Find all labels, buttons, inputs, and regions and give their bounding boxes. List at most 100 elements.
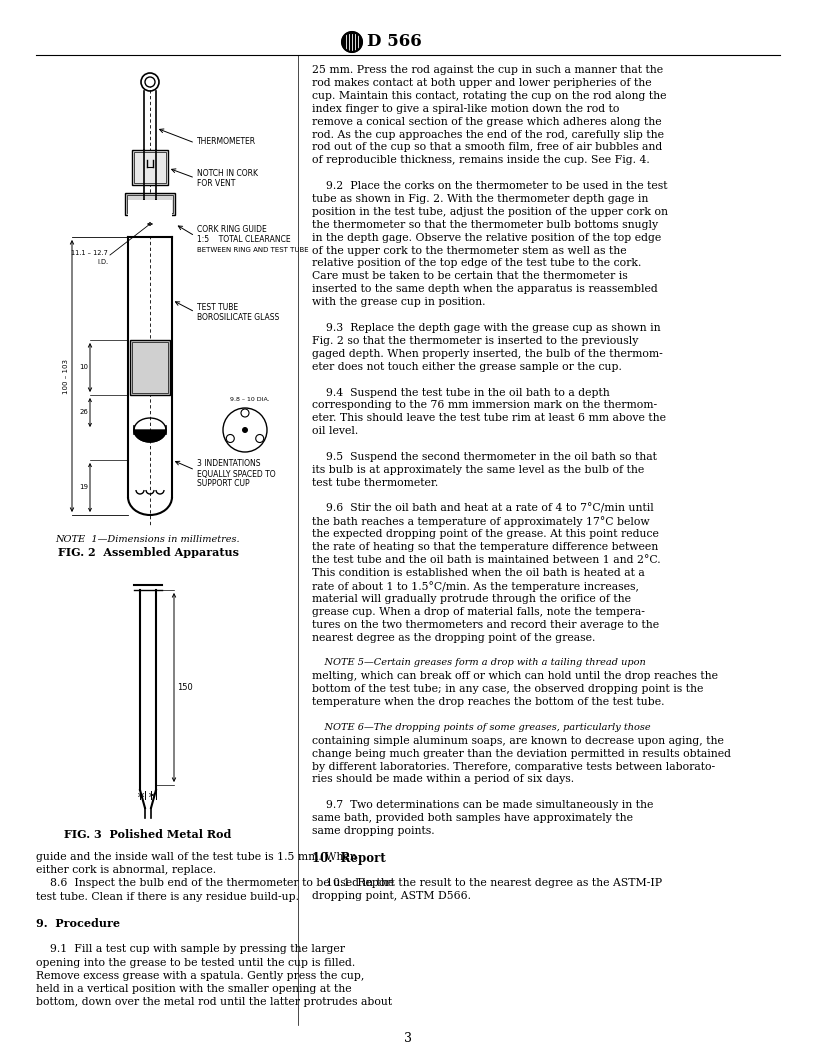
Text: 150: 150 — [177, 683, 193, 693]
Circle shape — [226, 434, 234, 442]
Text: inserted to the same depth when the apparatus is reassembled: inserted to the same depth when the appa… — [312, 284, 658, 295]
Text: 1:5    TOTAL CLEARANCE: 1:5 TOTAL CLEARANCE — [197, 235, 290, 245]
Text: THERMOMETER: THERMOMETER — [197, 136, 256, 146]
Text: 26: 26 — [79, 409, 88, 415]
Text: with the grease cup in position.: with the grease cup in position. — [312, 297, 486, 307]
Text: NOTE  1—Dimensions in millimetres.: NOTE 1—Dimensions in millimetres. — [55, 535, 241, 545]
Text: Care must be taken to be certain that the thermometer is: Care must be taken to be certain that th… — [312, 271, 628, 281]
Text: by different laboratories. Therefore, comparative tests between laborato-: by different laboratories. Therefore, co… — [312, 761, 715, 772]
Text: containing simple aluminum soaps, are known to decrease upon aging, the: containing simple aluminum soaps, are kn… — [312, 736, 724, 746]
Text: nearest degree as the dropping point of the grease.: nearest degree as the dropping point of … — [312, 633, 596, 643]
Text: TEST TUBE: TEST TUBE — [197, 303, 238, 313]
Text: the expected dropping point of the grease. At this point reduce: the expected dropping point of the greas… — [312, 529, 659, 540]
Text: bottom of the test tube; in any case, the observed dropping point is the: bottom of the test tube; in any case, th… — [312, 684, 703, 694]
Circle shape — [255, 434, 264, 442]
Text: NOTE 5—Certain greases form a drop with a tailing thread upon: NOTE 5—Certain greases form a drop with … — [312, 658, 645, 667]
Text: same dropping points.: same dropping points. — [312, 826, 435, 836]
Text: CORK RING GUIDE: CORK RING GUIDE — [197, 226, 267, 234]
Text: 9.  Procedure: 9. Procedure — [36, 918, 120, 929]
Text: its bulb is at approximately the same level as the bulb of the: its bulb is at approximately the same le… — [312, 465, 645, 475]
Text: FOR VENT: FOR VENT — [197, 180, 235, 189]
Text: 8.6  Inspect the bulb end of the thermometer to be used in the: 8.6 Inspect the bulb end of the thermome… — [36, 879, 394, 888]
Circle shape — [145, 77, 155, 87]
Polygon shape — [134, 430, 166, 442]
Text: the thermometer so that the thermometer bulb bottoms snugly: the thermometer so that the thermometer … — [312, 220, 659, 230]
Text: FIG. 2  Assembled Apparatus: FIG. 2 Assembled Apparatus — [57, 547, 238, 559]
Bar — [127, 195, 173, 213]
Text: gaged depth. When properly inserted, the bulb of the thermom-: gaged depth. When properly inserted, the… — [312, 348, 663, 359]
Text: held in a vertical position with the smaller opening at the: held in a vertical position with the sma… — [36, 984, 352, 994]
Text: Fig. 2 so that the thermometer is inserted to the previously: Fig. 2 so that the thermometer is insert… — [312, 336, 638, 346]
Text: BOROSILICATE GLASS: BOROSILICATE GLASS — [197, 314, 279, 322]
Text: material will gradually protrude through the orifice of the: material will gradually protrude through… — [312, 593, 631, 604]
Text: of reproducible thickness, remains inside the cup. See Fig. 4.: of reproducible thickness, remains insid… — [312, 155, 650, 166]
Text: ries should be made within a period of six days.: ries should be made within a period of s… — [312, 774, 574, 785]
Text: NOTE 6—The dropping points of some greases, particularly those: NOTE 6—The dropping points of some greas… — [312, 723, 650, 732]
Text: corresponding to the 76 mm immersion mark on the thermom-: corresponding to the 76 mm immersion mar… — [312, 400, 657, 411]
Text: the test tube and the oil bath is maintained between 1 and 2°C.: the test tube and the oil bath is mainta… — [312, 555, 661, 565]
Text: tures on the two thermometers and record their average to the: tures on the two thermometers and record… — [312, 620, 659, 629]
Text: dropping point, ASTM D566.: dropping point, ASTM D566. — [312, 890, 471, 901]
Text: remove a conical section of the grease which adheres along the: remove a conical section of the grease w… — [312, 116, 662, 127]
Circle shape — [223, 408, 267, 452]
Text: NOTCH IN CORK: NOTCH IN CORK — [197, 170, 258, 178]
Text: 3 INDENTATIONS: 3 INDENTATIONS — [197, 459, 260, 469]
Text: This condition is established when the oil bath is heated at a: This condition is established when the o… — [312, 568, 645, 578]
Text: cup. Maintain this contact, rotating the cup on the rod along the: cup. Maintain this contact, rotating the… — [312, 91, 667, 100]
Text: 100 – 103: 100 – 103 — [63, 358, 69, 394]
Text: 9.4  Suspend the test tube in the oil bath to a depth: 9.4 Suspend the test tube in the oil bat… — [312, 388, 610, 397]
Text: tube as shown in Fig. 2. With the thermometer depth gage in: tube as shown in Fig. 2. With the thermo… — [312, 194, 649, 204]
Text: 10: 10 — [79, 364, 88, 370]
Circle shape — [342, 32, 362, 52]
Text: rod makes contact at both upper and lower peripheries of the: rod makes contact at both upper and lowe… — [312, 78, 652, 88]
Text: test tube. Clean if there is any residue build-up.: test tube. Clean if there is any residue… — [36, 891, 299, 902]
Text: BETWEEN RING AND TEST TUBE: BETWEEN RING AND TEST TUBE — [197, 247, 308, 253]
Text: relative position of the top edge of the test tube to the cork.: relative position of the top edge of the… — [312, 259, 641, 268]
Text: same bath, provided both samples have approximately the: same bath, provided both samples have ap… — [312, 813, 633, 824]
Circle shape — [241, 409, 249, 417]
Text: the bath reaches a temperature of approximately 17°C below: the bath reaches a temperature of approx… — [312, 516, 650, 527]
Text: 19: 19 — [79, 484, 88, 490]
Text: FIG. 3  Polished Metal Rod: FIG. 3 Polished Metal Rod — [64, 829, 232, 840]
Text: 9.1  Fill a test cup with sample by pressing the larger: 9.1 Fill a test cup with sample by press… — [36, 944, 345, 955]
Text: oil level.: oil level. — [312, 427, 358, 436]
Text: 10.  Report: 10. Report — [312, 852, 386, 865]
Text: 9.5  Suspend the second thermometer in the oil bath so that: 9.5 Suspend the second thermometer in th… — [312, 452, 657, 463]
Bar — [132, 342, 168, 393]
Text: index finger to give a spiral-like motion down the rod to: index finger to give a spiral-like motio… — [312, 103, 619, 114]
Circle shape — [242, 427, 248, 433]
Text: eter. This should leave the test tube rim at least 6 mm above the: eter. This should leave the test tube ri… — [312, 413, 666, 423]
Bar — [134, 152, 166, 183]
Text: I.D.: I.D. — [97, 259, 108, 265]
Text: guide and the inside wall of the test tube is 1.5 mm. When: guide and the inside wall of the test tu… — [36, 852, 357, 862]
Text: change being much greater than the deviation permitted in results obtained: change being much greater than the devia… — [312, 749, 731, 758]
Text: in the depth gage. Observe the relative position of the top edge: in the depth gage. Observe the relative … — [312, 232, 661, 243]
Text: melting, which can break off or which can hold until the drop reaches the: melting, which can break off or which ca… — [312, 672, 718, 681]
Text: 9.2  Place the corks on the thermometer to be used in the test: 9.2 Place the corks on the thermometer t… — [312, 181, 667, 191]
Text: either cork is abnormal, replace.: either cork is abnormal, replace. — [36, 865, 216, 875]
Text: the rate of heating so that the temperature difference between: the rate of heating so that the temperat… — [312, 543, 659, 552]
Text: position in the test tube, adjust the position of the upper cork on: position in the test tube, adjust the po… — [312, 207, 668, 216]
Bar — [132, 150, 168, 185]
Text: 3: 3 — [404, 1032, 412, 1044]
Text: temperature when the drop reaches the bottom of the test tube.: temperature when the drop reaches the bo… — [312, 697, 664, 708]
Text: 25 mm. Press the rod against the cup in such a manner that the: 25 mm. Press the rod against the cup in … — [312, 65, 663, 75]
Text: bottom, down over the metal rod until the latter protrudes about: bottom, down over the metal rod until th… — [36, 997, 392, 1007]
Text: 9.8 – 10 DIA.: 9.8 – 10 DIA. — [230, 397, 270, 402]
Bar — [125, 193, 175, 215]
Text: 9.6  Stir the oil bath and heat at a rate of 4 to 7°C/min until: 9.6 Stir the oil bath and heat at a rate… — [312, 504, 654, 514]
Text: D 566: D 566 — [367, 34, 422, 51]
Text: opening into the grease to be tested until the cup is filled.: opening into the grease to be tested unt… — [36, 958, 355, 967]
Text: test tube thermometer.: test tube thermometer. — [312, 477, 438, 488]
Text: Remove excess grease with a spatula. Gently press the cup,: Remove excess grease with a spatula. Gen… — [36, 970, 365, 981]
Text: 11.1 – 12.7: 11.1 – 12.7 — [71, 250, 108, 256]
Bar — [130, 340, 170, 395]
Text: 10.1  Report the result to the nearest degree as the ASTM-IP: 10.1 Report the result to the nearest de… — [312, 878, 662, 888]
Bar — [128, 200, 172, 237]
Text: rod out of the cup so that a smooth film, free of air bubbles and: rod out of the cup so that a smooth film… — [312, 143, 663, 152]
Text: of the upper cork to the thermometer stem as well as the: of the upper cork to the thermometer ste… — [312, 246, 627, 256]
Text: rod. As the cup approaches the end of the rod, carefully slip the: rod. As the cup approaches the end of th… — [312, 130, 664, 139]
Text: eter does not touch either the grease sample or the cup.: eter does not touch either the grease sa… — [312, 362, 622, 372]
Text: 9.3  Replace the depth gage with the grease cup as shown in: 9.3 Replace the depth gage with the grea… — [312, 323, 661, 333]
Text: EQUALLY SPACED TO: EQUALLY SPACED TO — [197, 470, 276, 478]
